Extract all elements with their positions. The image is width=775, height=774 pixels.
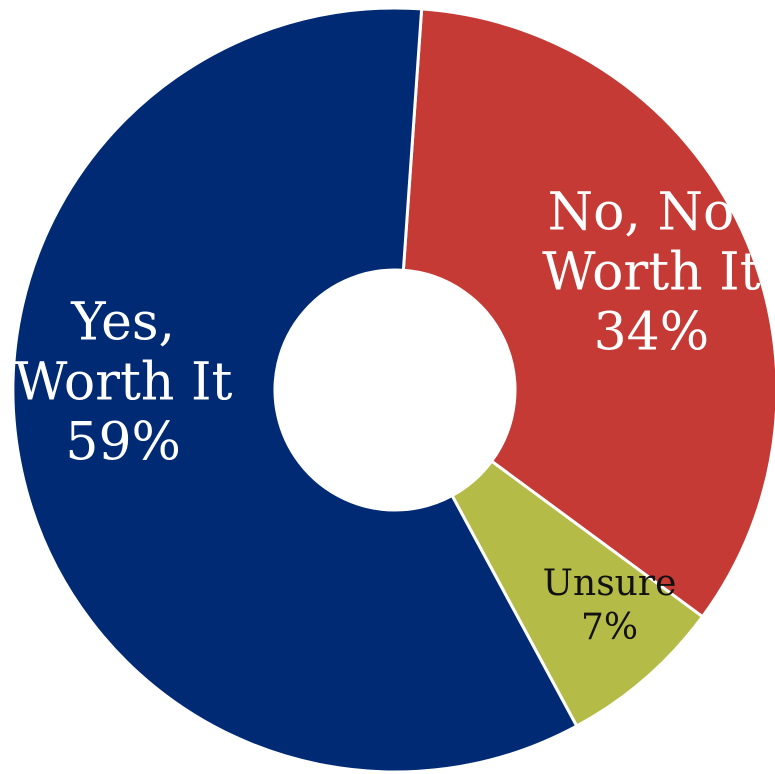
slice-label-line: Worth It bbox=[542, 243, 761, 303]
labels-layer: No, Not Worth It 34%Unsure 7%Yes, Worth It 59… bbox=[14, 183, 761, 648]
slice-no bbox=[401, 7, 775, 619]
slice-label-line: Yes, bbox=[70, 293, 175, 353]
slice-label-unsure: Unsure 7% bbox=[543, 563, 677, 648]
slice-label-line: Unsure bbox=[543, 563, 677, 604]
slice-label-line: Worth It bbox=[14, 353, 233, 413]
slice-unsure bbox=[450, 459, 705, 729]
slices-layer bbox=[11, 6, 775, 774]
slice-label-line: 34% bbox=[594, 303, 710, 363]
slice-label-line: 59% bbox=[65, 413, 181, 473]
slice-label-line: 7% bbox=[581, 607, 638, 648]
slice-label-no: No, Not Worth It 34% bbox=[542, 183, 761, 363]
slice-label-yes: Yes, Worth It 59% bbox=[14, 293, 233, 473]
slice-yes bbox=[11, 6, 579, 774]
slice-label-line: No, Not bbox=[548, 183, 756, 243]
